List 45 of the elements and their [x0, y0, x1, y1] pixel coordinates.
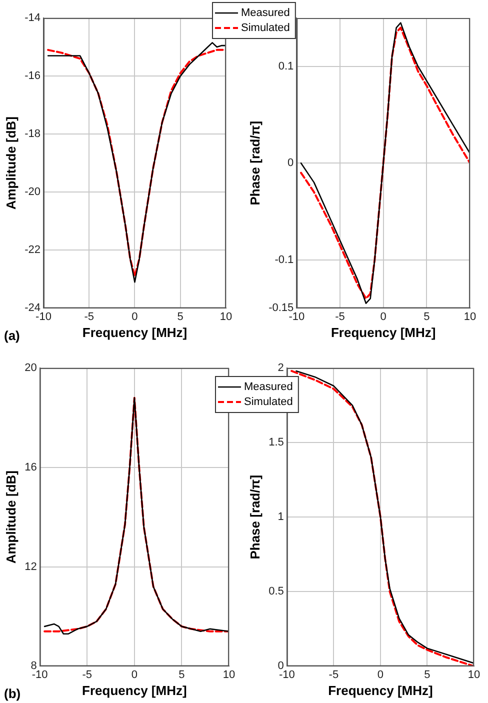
y-axis-title: Amplitude [dB]	[3, 470, 18, 564]
x-tick-label: 10	[220, 310, 232, 323]
x-tick-label: 0	[380, 310, 386, 323]
text: (b)	[4, 686, 21, 702]
x-tick-label: -5	[84, 310, 94, 323]
x-axis-title: Frequency [MHz]	[82, 682, 187, 698]
x-tick-label: -5	[82, 668, 92, 681]
y-tick-label: 12	[24, 560, 37, 573]
y-tick-label: -22	[24, 244, 40, 256]
y-tick-label: -14	[24, 12, 40, 24]
y-tick-label: 20	[24, 362, 37, 374]
x-tick-label: 0	[377, 668, 384, 681]
y-tick-label: -20	[24, 186, 40, 198]
x-tick-label: 10	[222, 668, 236, 681]
y-axis-title: Phase [rad/π]	[247, 474, 262, 560]
x-tick-label: 10	[468, 668, 480, 681]
y-tick-label: 0	[288, 157, 294, 170]
legend-label: Measured	[241, 7, 290, 20]
y-tick-label: -18	[24, 128, 40, 140]
y-tick-label: -16	[24, 70, 40, 82]
legend-label: Measured	[244, 381, 293, 394]
y-tick-label: 1.5	[268, 436, 284, 449]
x-tick-label: 5	[424, 310, 430, 323]
x-tick-label: 5	[177, 310, 184, 323]
x-tick-label: -5	[328, 668, 339, 681]
legend-label: Simulated	[244, 396, 293, 408]
y-tick-label: 2	[278, 362, 284, 374]
y-tick-label: -0.1	[274, 254, 294, 266]
x-tick-label: 10	[464, 310, 476, 323]
x-axis-title: Frequency [MHz]	[330, 324, 436, 340]
legend-label: Simulated	[241, 22, 290, 34]
x-tick-label: 5	[424, 668, 430, 681]
y-tick-label: 1	[278, 511, 284, 524]
x-tick-label: -5	[335, 310, 345, 323]
x-tick-label: 0	[131, 668, 138, 681]
y-axis-title: Amplitude [dB]	[3, 116, 18, 210]
x-axis-title: Frequency [MHz]	[328, 682, 433, 698]
x-axis-title: Frequency [MHz]	[82, 324, 188, 340]
text: (a)	[4, 328, 20, 344]
y-tick-label: 16	[24, 461, 37, 474]
x-tick-label: 5	[178, 668, 185, 681]
y-tick-label: 0.5	[268, 586, 284, 598]
x-tick-label: 0	[132, 310, 138, 323]
y-tick-label: 0.1	[278, 60, 294, 72]
y-axis-title: Phase [rad/π]	[247, 120, 262, 206]
